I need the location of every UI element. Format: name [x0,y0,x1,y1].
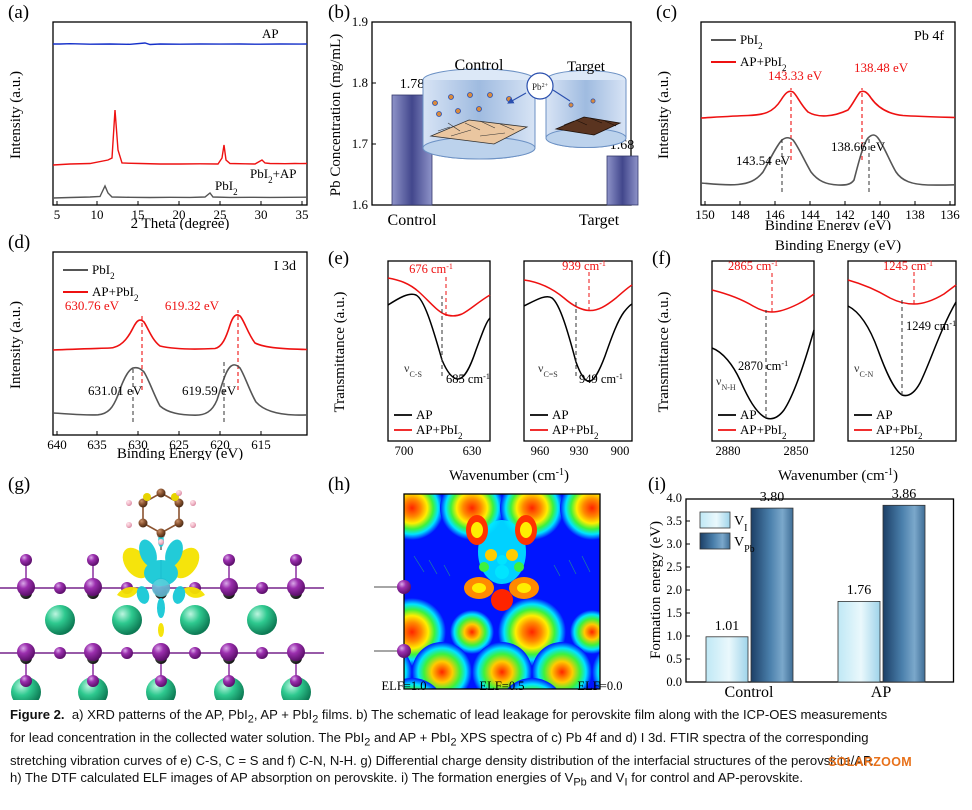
svg-text:138: 138 [905,207,925,222]
svg-text:νC-N: νC-N [854,361,873,379]
svg-text:676 cm-1: 676 cm-1 [409,262,453,277]
svg-text:4.0: 4.0 [666,491,682,505]
svg-text:143.33 eV: 143.33 eV [768,68,823,83]
svg-text:2.5: 2.5 [666,560,682,574]
svg-text:1250: 1250 [890,444,915,458]
svg-text:Control: Control [725,684,774,700]
svg-text:PbI2: PbI2 [92,262,115,281]
svg-text:AP+PbI2: AP+PbI2 [416,422,463,441]
svg-text:148: 148 [730,207,750,222]
svg-text:Intensity (a.u.): Intensity (a.u.) [656,71,672,159]
svg-text:1249 cm-1: 1249 cm-1 [906,319,956,334]
svg-text:Wavenumber (cm-1): Wavenumber (cm-1) [778,467,898,485]
svg-text:Formation energy (eV): Formation energy (eV) [648,521,664,659]
svg-text:685 cm-1: 685 cm-1 [446,372,490,387]
svg-text:1.9: 1.9 [352,14,368,29]
svg-text:150: 150 [695,207,715,222]
svg-text:138.48 eV: 138.48 eV [854,60,909,75]
svg-text:138.66 eV: 138.66 eV [831,139,886,154]
svg-text:Wavenumber (cm-1): Wavenumber (cm-1) [449,467,569,485]
svg-text:1.01: 1.01 [715,619,740,634]
svg-text:1.0: 1.0 [666,629,682,643]
svg-text:Target: Target [567,59,606,75]
svg-text:Binding Energy (eV): Binding Energy (eV) [775,238,901,254]
svg-text:20: 20 [173,207,186,222]
svg-text:900: 900 [611,444,630,458]
svg-text:619.59 eV: 619.59 eV [182,383,237,398]
svg-text:635: 635 [87,437,107,452]
svg-text:Transmittance (a.u.): Transmittance (a.u.) [332,292,348,413]
svg-text:2.0: 2.0 [666,583,682,597]
svg-text:PbI2: PbI2 [215,178,238,197]
svg-text:ELF=1.0: ELF=1.0 [382,679,427,693]
svg-text:3.5: 3.5 [666,514,682,528]
svg-text:2850: 2850 [784,444,809,458]
svg-text:0.0: 0.0 [666,675,682,689]
svg-text:AP+PbI2: AP+PbI2 [876,422,923,441]
svg-text:3.0: 3.0 [666,537,682,551]
svg-text:Pb Concentration (mg/mL): Pb Concentration (mg/mL) [328,34,344,196]
svg-text:10: 10 [91,207,104,222]
svg-text:136: 136 [940,207,960,222]
svg-text:PbI2+AP: PbI2+AP [250,166,297,185]
svg-text:Control: Control [455,57,504,74]
svg-text:AP: AP [871,684,892,700]
svg-text:700: 700 [395,444,414,458]
svg-text:AP: AP [416,407,433,422]
svg-text:2870 cm-1: 2870 cm-1 [738,359,788,374]
svg-text:630.76 eV: 630.76 eV [65,298,120,313]
svg-text:νC=S: νC=S [538,361,558,379]
svg-text:143.54 eV: 143.54 eV [736,153,791,168]
svg-text:949 cm-1: 949 cm-1 [579,372,623,387]
svg-text:640: 640 [47,437,67,452]
svg-text:960: 960 [531,444,550,458]
svg-text:Intensity (a.u.): Intensity (a.u.) [8,301,24,389]
svg-text:939 cm-1: 939 cm-1 [562,259,606,274]
svg-text:0.5: 0.5 [666,652,682,666]
svg-text:15: 15 [132,207,145,222]
svg-text:25: 25 [214,207,227,222]
svg-text:619.32 eV: 619.32 eV [165,298,220,313]
svg-text:νC-S: νC-S [404,361,422,379]
svg-text:1.76: 1.76 [847,583,872,598]
svg-text:Binding Energy (eV): Binding Energy (eV) [117,446,243,460]
svg-text:I 3d: I 3d [274,259,296,274]
svg-text:1.6: 1.6 [352,197,369,212]
svg-text:ELF=0.5: ELF=0.5 [480,679,525,693]
svg-text:AP: AP [876,407,893,422]
svg-text:3.80: 3.80 [760,490,785,505]
svg-text:930: 930 [570,444,589,458]
svg-text:AP: AP [552,407,569,422]
svg-text:Target: Target [579,212,620,229]
svg-text:1.5: 1.5 [666,606,682,620]
svg-text:PbI2: PbI2 [740,32,763,51]
svg-text:AP: AP [262,26,279,41]
svg-text:AP+PbI2: AP+PbI2 [740,422,787,441]
svg-text:Binding Energy (eV): Binding Energy (eV) [765,218,891,230]
svg-text:AP+PbI2: AP+PbI2 [552,422,599,441]
svg-text:1.7: 1.7 [352,136,369,151]
svg-text:2880: 2880 [716,444,741,458]
svg-text:35: 35 [296,207,309,222]
svg-text:Pb 4f: Pb 4f [914,29,944,44]
svg-text:3.86: 3.86 [892,487,917,502]
svg-text:5: 5 [54,207,61,222]
svg-text:1.8: 1.8 [352,75,368,90]
svg-text:Transmittance (a.u.): Transmittance (a.u.) [656,292,672,413]
svg-text:30: 30 [255,207,268,222]
svg-text:1245 cm-1: 1245 cm-1 [883,259,933,274]
svg-text:2865 cm-1: 2865 cm-1 [728,259,778,274]
svg-text:631.01 eV: 631.01 eV [88,383,143,398]
svg-text:ELF=0.0: ELF=0.0 [578,679,623,693]
svg-text:Control: Control [388,212,437,229]
svg-text:VI: VI [734,514,747,534]
svg-text:630: 630 [463,444,482,458]
svg-text:Intensity (a.u.): Intensity (a.u.) [8,71,24,159]
svg-text:AP: AP [740,407,757,422]
svg-text:νN-H: νN-H [716,374,736,392]
svg-text:1.78: 1.78 [400,77,425,92]
svg-text:615: 615 [251,437,271,452]
